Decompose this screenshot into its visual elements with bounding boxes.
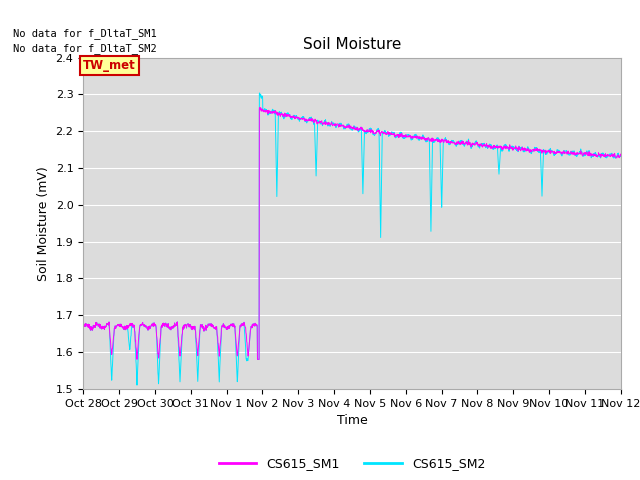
CS615_SM1 — [602, 153, 609, 158]
CS615_SM1 — [327, 121, 335, 127]
Title: Soil Moisture: Soil Moisture — [303, 37, 401, 52]
Line: CS615_SM1: CS615_SM1 — [83, 108, 621, 360]
CS615_SM1 — [107, 340, 115, 346]
CS615_SM1 — [256, 105, 264, 110]
CS615_SM2 — [341, 125, 349, 131]
CS615_SM1 — [503, 144, 511, 150]
Y-axis label: Soil Moisture (mV): Soil Moisture (mV) — [37, 166, 50, 281]
Text: No data for f_DltaT_SM2: No data for f_DltaT_SM2 — [13, 43, 157, 54]
Text: TW_met: TW_met — [83, 60, 136, 72]
CS615_SM1 — [253, 357, 261, 362]
X-axis label: Time: Time — [337, 414, 367, 427]
Text: No data for f_DltaT_SM1: No data for f_DltaT_SM1 — [13, 28, 157, 39]
CS615_SM2 — [133, 382, 141, 388]
CS615_SM1 — [341, 124, 349, 130]
CS615_SM2 — [327, 121, 335, 127]
Line: CS615_SM2: CS615_SM2 — [83, 93, 621, 385]
CS615_SM1 — [602, 151, 609, 156]
CS615_SM2 — [617, 154, 625, 159]
CS615_SM2 — [602, 152, 609, 157]
CS615_SM1 — [617, 152, 625, 158]
Legend: CS615_SM1, CS615_SM2: CS615_SM1, CS615_SM2 — [214, 452, 490, 475]
CS615_SM2 — [503, 144, 511, 149]
CS615_SM2 — [256, 90, 264, 96]
CS615_SM2 — [602, 154, 609, 159]
CS615_SM2 — [107, 353, 115, 359]
CS615_SM1 — [79, 322, 87, 327]
CS615_SM2 — [79, 322, 87, 327]
